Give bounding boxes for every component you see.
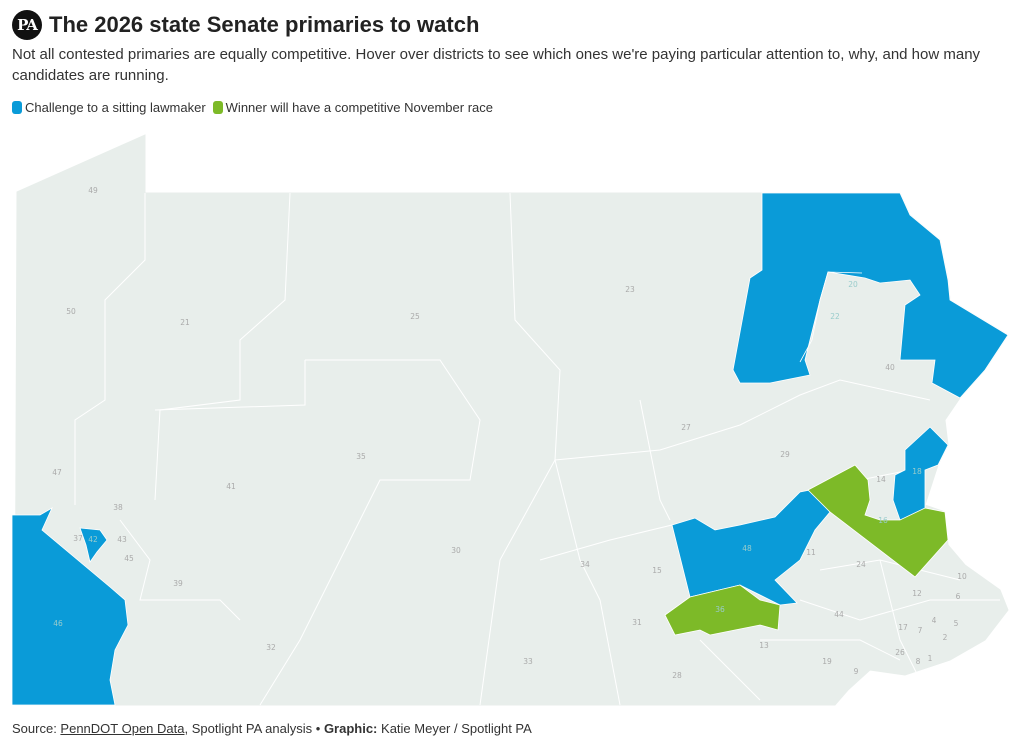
district-label-43: 43 <box>117 535 127 544</box>
district-label-30: 30 <box>451 546 461 555</box>
district-label-14: 14 <box>876 475 886 484</box>
spotlight-pa-logo: PA <box>12 10 42 40</box>
district-16[interactable] <box>807 464 949 578</box>
district-label-13: 13 <box>759 641 769 650</box>
district-label-10: 10 <box>957 572 967 581</box>
district-label-28: 28 <box>672 671 682 680</box>
district-borders <box>74 192 1000 706</box>
district-label-36: 36 <box>715 605 725 614</box>
district-label-23: 23 <box>625 285 635 294</box>
subtitle: Not all contested primaries are equally … <box>12 46 981 84</box>
district-label-4: 4 <box>932 616 937 625</box>
district-label-27: 27 <box>681 423 691 432</box>
district-label-46: 46 <box>53 619 63 628</box>
district-label-47: 47 <box>52 468 62 477</box>
district-label-40: 40 <box>885 363 895 372</box>
district-label-11: 11 <box>806 548 816 557</box>
district-label-6: 6 <box>956 592 961 601</box>
district-label-22: 22 <box>830 312 840 321</box>
district-42[interactable] <box>79 527 108 563</box>
district-label-44: 44 <box>834 610 844 619</box>
district-label-2: 2 <box>943 633 948 642</box>
district-label-33: 33 <box>523 657 533 666</box>
legend: Challenge to a sitting lawmaker Winner w… <box>12 100 500 115</box>
legend-swatch-green <box>212 101 223 114</box>
district-label-25: 25 <box>410 312 420 321</box>
district-label-20: 20 <box>848 280 858 289</box>
source-rest: , Spotlight PA analysis • <box>184 721 324 736</box>
district-label-48: 48 <box>742 544 752 553</box>
page-title: The 2026 state Senate primaries to watch <box>49 12 480 37</box>
district-label-21: 21 <box>180 318 190 327</box>
district-label-24: 24 <box>856 560 866 569</box>
legend-label: Challenge to a sitting lawmaker <box>25 100 206 115</box>
district-label-17: 17 <box>898 623 908 632</box>
legend-item-challenge: Challenge to a sitting lawmaker <box>12 100 206 115</box>
legend-label: Winner will have a competitive November … <box>225 100 493 115</box>
district-label-5: 5 <box>954 619 959 628</box>
district-label-12: 12 <box>912 589 922 598</box>
source-label: Source: <box>12 721 61 736</box>
district-46[interactable] <box>11 507 129 706</box>
legend-item-competitive: Winner will have a competitive November … <box>212 100 493 115</box>
district-label-8: 8 <box>916 657 921 666</box>
graphic-label: Graphic: <box>323 721 378 736</box>
district-label-15: 15 <box>652 566 662 575</box>
district-label-7: 7 <box>918 626 923 635</box>
district-label-31: 31 <box>632 618 642 627</box>
header: PA The 2026 state Senate primaries to wa… <box>12 10 479 40</box>
district-label-18: 18 <box>912 467 922 476</box>
graphic-credit: Katie Meyer / Spotlight PA <box>377 721 532 736</box>
district-label-50: 50 <box>66 307 76 316</box>
footer: Source: PennDOT Open Data, Spotlight PA … <box>12 721 532 736</box>
district-label-38: 38 <box>113 503 123 512</box>
district-20-22[interactable] <box>732 192 1009 399</box>
district-label-9: 9 <box>854 667 859 676</box>
district-label-35: 35 <box>356 452 366 461</box>
district-label-26: 26 <box>895 648 905 657</box>
district-label-29: 29 <box>780 450 790 459</box>
district-label-1: 1 <box>928 654 933 663</box>
district-label-42: 42 <box>88 535 98 544</box>
district-label-32: 32 <box>266 643 276 652</box>
district-label-39: 39 <box>173 579 183 588</box>
district-label-41: 41 <box>226 482 236 491</box>
district-label-37: 37 <box>73 534 83 543</box>
district-48[interactable] <box>671 489 831 606</box>
competitive-districts <box>664 464 949 636</box>
district-label-34: 34 <box>580 560 590 569</box>
district-label-19: 19 <box>822 657 832 666</box>
district-label-16: 16 <box>878 516 888 525</box>
challenge-districts <box>11 192 1009 706</box>
district-36[interactable] <box>664 584 781 636</box>
penndot-open-data-link[interactable]: PennDOT Open Data <box>60 721 185 736</box>
district-label-49: 49 <box>88 186 98 195</box>
legend-swatch-blue <box>12 101 22 114</box>
district-label-45: 45 <box>124 554 134 563</box>
